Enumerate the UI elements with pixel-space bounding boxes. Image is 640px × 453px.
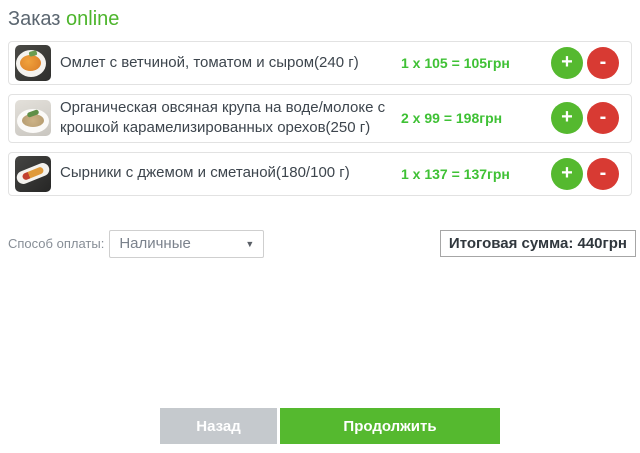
increase-quantity-button[interactable]: + xyxy=(551,47,583,79)
chevron-down-icon: ▼ xyxy=(245,238,255,249)
item-price: 1 x 137 = 137грн xyxy=(401,165,510,182)
order-page: Заказ online Омлет с ветчиной, томатом и… xyxy=(0,8,640,453)
order-items-list: Омлет с ветчиной, томатом и сыром(240 г)… xyxy=(8,41,632,196)
decrease-quantity-button[interactable]: - xyxy=(587,47,619,79)
page-title: Заказ online xyxy=(8,8,640,31)
order-total: Итоговая сумма: 440грн xyxy=(439,230,636,257)
increase-quantity-button[interactable]: + xyxy=(551,102,583,135)
page-title-prefix: Заказ xyxy=(8,8,61,30)
syrniki-photo xyxy=(15,155,51,192)
continue-button[interactable]: Продолжить xyxy=(280,408,500,444)
decrease-quantity-button[interactable]: - xyxy=(587,102,619,135)
payment-method-label: Способ оплаты: xyxy=(8,236,105,251)
payment-method-selected-value: Наличные xyxy=(119,235,191,252)
payment-method-select[interactable]: Наличные ▼ xyxy=(109,229,265,258)
food-shape xyxy=(22,114,44,128)
food-shape xyxy=(20,55,41,71)
order-item-row: Органическая овсяная крупа на воде/молок… xyxy=(8,94,632,143)
decrease-quantity-button[interactable]: - xyxy=(587,157,619,190)
item-price: 1 x 105 = 105грн xyxy=(401,55,510,71)
increase-quantity-button[interactable]: + xyxy=(551,157,583,190)
page-title-accent: online xyxy=(66,8,120,30)
omelet-photo xyxy=(15,45,51,81)
oatmeal-photo xyxy=(15,100,51,137)
item-name: Омлет с ветчиной, томатом и сыром(240 г) xyxy=(60,53,359,71)
footer-actions: Назад Продолжить xyxy=(160,408,500,444)
item-price: 2 x 99 = 198грн xyxy=(401,110,503,127)
back-button[interactable]: Назад xyxy=(160,408,277,444)
order-item-row: Омлет с ветчиной, томатом и сыром(240 г)… xyxy=(8,41,632,85)
order-item-row: Сырники с джемом и сметаной(180/100 г) 1… xyxy=(8,151,632,196)
item-name: Сырники с джемом и сметаной(180/100 г) xyxy=(60,164,350,182)
payment-section: Способ оплаты: Наличные ▼ Итоговая сумма… xyxy=(8,229,636,258)
item-name: Органическая овсяная крупа на воде/молок… xyxy=(60,99,386,137)
